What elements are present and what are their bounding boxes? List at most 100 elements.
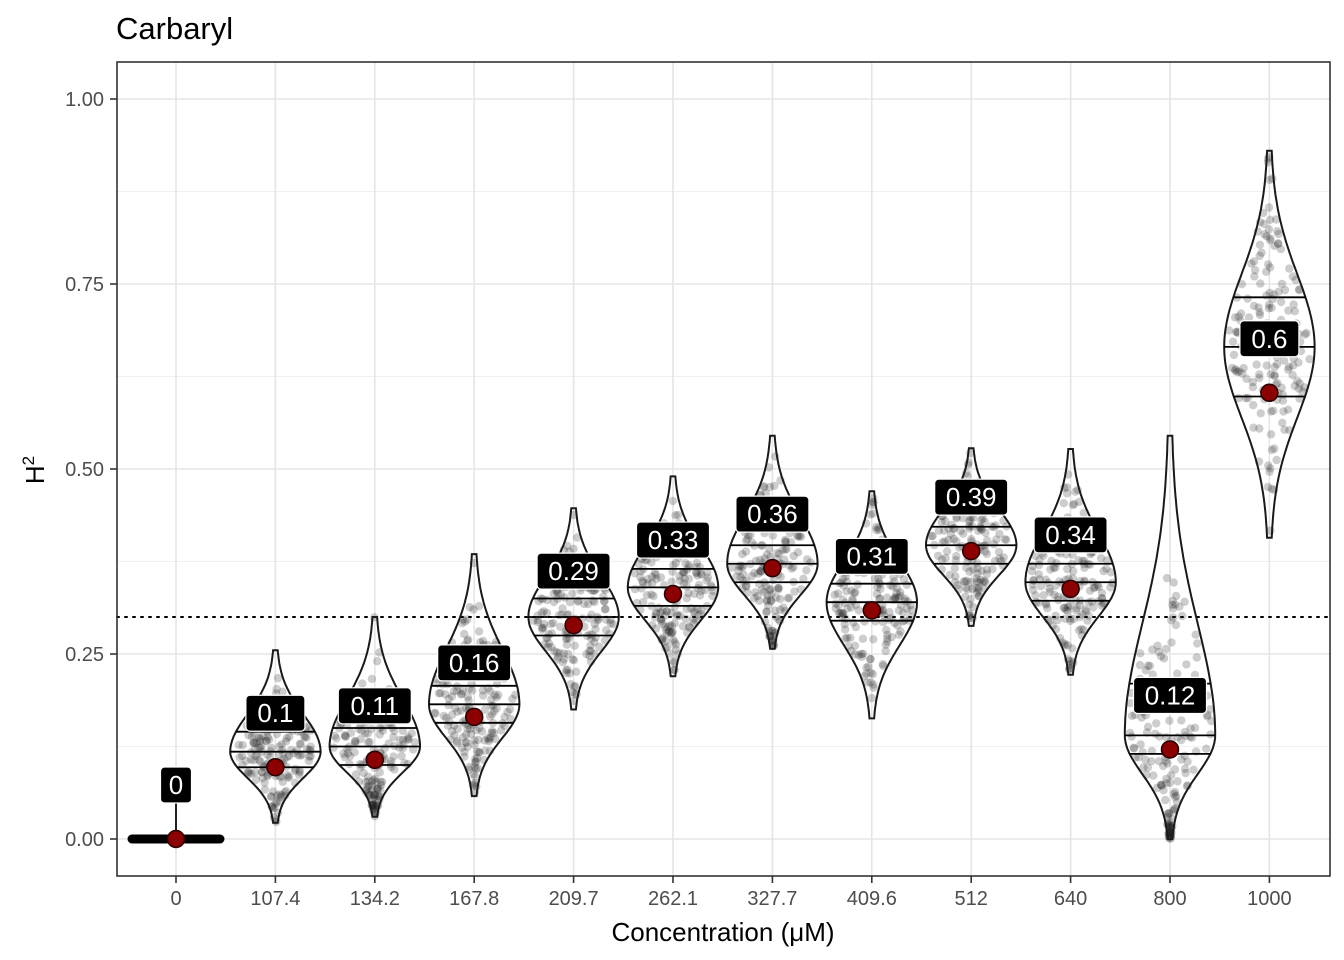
data-point xyxy=(255,743,265,752)
data-point xyxy=(696,586,706,596)
data-point xyxy=(1171,591,1181,601)
data-point xyxy=(881,646,890,656)
data-point xyxy=(838,574,848,584)
data-point xyxy=(563,541,572,551)
violin-group-640: 0.34 xyxy=(1024,448,1117,676)
data-point xyxy=(373,784,382,794)
data-point xyxy=(503,707,512,717)
data-point xyxy=(475,748,484,757)
data-point xyxy=(1027,567,1037,576)
data-point xyxy=(974,586,983,595)
data-point xyxy=(850,641,860,650)
violin-shape xyxy=(825,490,919,720)
data-point xyxy=(187,834,197,844)
data-point xyxy=(872,522,881,532)
data-point xyxy=(1034,570,1044,579)
data-point xyxy=(1255,251,1264,261)
data-point xyxy=(1270,241,1279,250)
data-point xyxy=(1043,604,1052,613)
data-point xyxy=(1228,337,1238,346)
data-point xyxy=(364,781,374,790)
data-point xyxy=(1097,601,1106,610)
data-point xyxy=(994,547,1004,557)
data-point xyxy=(474,748,484,757)
data-point xyxy=(138,834,148,844)
data-point xyxy=(542,608,552,618)
mean-point xyxy=(862,601,882,620)
data-point xyxy=(1262,361,1272,370)
y-tick-label: 1.00 xyxy=(65,89,104,111)
data-point xyxy=(569,655,579,665)
data-point xyxy=(679,567,688,577)
value-label-box xyxy=(1033,516,1108,554)
data-point xyxy=(949,534,958,544)
data-point xyxy=(858,634,868,643)
mean-point xyxy=(365,750,385,770)
data-point xyxy=(741,547,751,556)
data-point xyxy=(608,620,618,629)
data-point xyxy=(398,735,408,745)
data-point xyxy=(375,768,384,777)
data-point xyxy=(539,623,548,633)
data-point xyxy=(1305,355,1314,364)
data-point xyxy=(439,711,448,721)
data-point xyxy=(760,554,769,563)
data-point xyxy=(301,732,310,741)
mean-point xyxy=(763,558,782,578)
data-point xyxy=(781,535,790,545)
violin-shape xyxy=(428,553,521,798)
data-point xyxy=(1127,711,1137,721)
data-point xyxy=(664,627,674,636)
data-point xyxy=(1170,600,1180,609)
data-point xyxy=(1173,669,1182,678)
data-point xyxy=(1266,234,1275,243)
data-point xyxy=(469,770,478,779)
data-point xyxy=(252,738,262,747)
data-point xyxy=(869,635,878,644)
data-point xyxy=(1262,267,1271,276)
data-point xyxy=(471,754,480,764)
data-point xyxy=(681,614,690,623)
data-point xyxy=(1171,791,1181,800)
data-point xyxy=(1061,605,1071,615)
data-point xyxy=(188,834,198,844)
data-point xyxy=(1274,239,1283,248)
data-point xyxy=(369,790,379,799)
data-point xyxy=(485,735,494,744)
data-point xyxy=(436,688,445,698)
data-point xyxy=(1072,604,1081,613)
data-point xyxy=(1173,777,1182,786)
mean-point xyxy=(266,757,285,777)
data-point xyxy=(783,594,793,603)
data-point xyxy=(1089,583,1099,593)
data-point xyxy=(1106,583,1115,592)
data-point xyxy=(762,582,771,591)
data-point xyxy=(1180,727,1190,737)
data-point xyxy=(1153,641,1162,650)
data-point xyxy=(854,651,863,660)
data-point xyxy=(280,788,290,797)
data-point xyxy=(893,621,902,630)
data-point xyxy=(692,558,702,567)
data-point xyxy=(477,727,487,736)
data-point xyxy=(866,510,875,519)
data-point xyxy=(1266,236,1275,245)
data-point xyxy=(1177,755,1186,764)
data-point xyxy=(267,743,276,753)
data-point xyxy=(671,645,681,654)
data-point xyxy=(553,652,563,662)
data-point xyxy=(1035,555,1044,565)
data-point xyxy=(667,621,677,631)
data-point xyxy=(430,708,439,718)
data-point xyxy=(549,589,558,598)
mean-point xyxy=(1260,383,1279,403)
data-point xyxy=(1177,735,1186,745)
data-point xyxy=(1294,384,1304,393)
data-point xyxy=(842,587,851,596)
data-point xyxy=(734,566,743,576)
data-point xyxy=(544,639,554,648)
data-point xyxy=(765,586,775,595)
data-point xyxy=(247,769,256,778)
data-point xyxy=(952,551,961,561)
data-point xyxy=(1141,666,1151,675)
